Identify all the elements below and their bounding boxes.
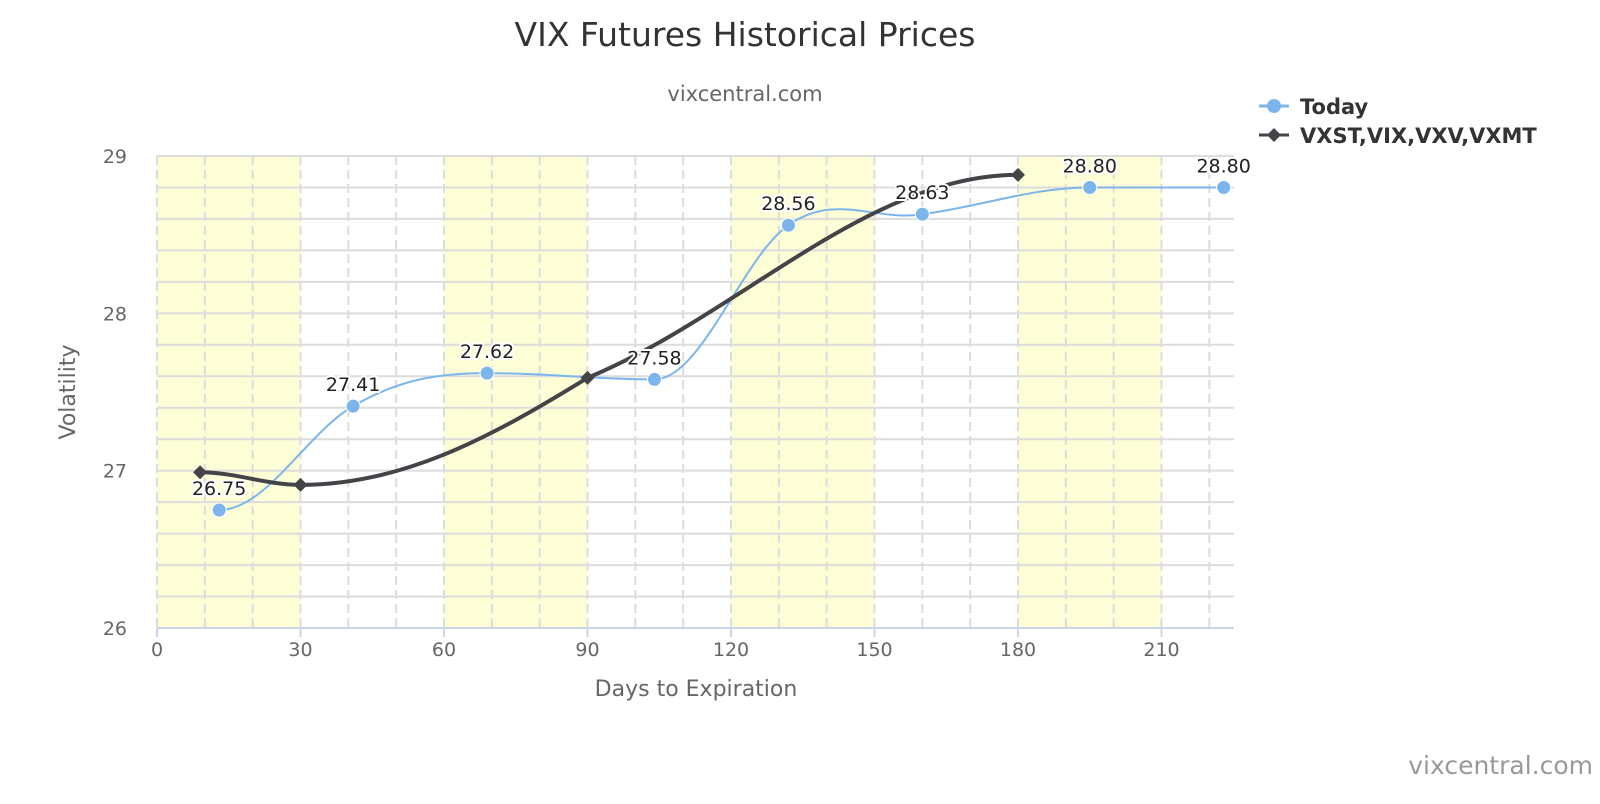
x-tick-label: 60 [432, 639, 456, 661]
data-point-diamond[interactable] [293, 477, 308, 492]
data-point-circle[interactable] [914, 206, 930, 222]
plot-bands [157, 156, 1162, 628]
x-axis-title: Days to Expiration [595, 677, 798, 702]
label-layer: 26.75 27.41 27.62 27.58 28.56 28.63 28.80 28.80 [190, 153, 1253, 502]
legend-label: Today [1300, 95, 1369, 119]
series-layer [193, 167, 1232, 518]
x-tick-label: 0 [151, 639, 163, 661]
data-label: 27.41 [326, 374, 380, 396]
plot-band-0 [157, 156, 301, 628]
y-tick-label: 26 [103, 618, 127, 640]
chart-title: VIX Futures Historical Prices [515, 15, 976, 54]
x-tick-label: 180 [1000, 639, 1036, 661]
y-tick-label: 29 [103, 146, 127, 168]
chart-subtitle: vixcentral.com [667, 82, 822, 106]
x-tick-label: 120 [713, 639, 749, 661]
x-tick-label: 30 [288, 639, 312, 661]
y-tick-label: 27 [103, 461, 127, 483]
data-label: 28.56 [761, 193, 815, 215]
legend-marker-circle [1267, 99, 1281, 113]
data-label: 26.75 [192, 478, 246, 500]
data-label: 27.62 [460, 341, 514, 363]
series-0 [211, 179, 1232, 518]
grid-layer [156, 155, 1234, 629]
data-label: 28.63 [895, 182, 949, 204]
y-axis-title: Volatility [56, 344, 81, 439]
plot-band-2 [731, 156, 875, 628]
data-point-circle[interactable] [479, 365, 495, 381]
credit-text[interactable]: vixcentral.com [1408, 751, 1593, 780]
legend-marker-diamond [1267, 128, 1281, 142]
legend-item-1[interactable]: VXST,VIX,VXV,VXMT [1259, 124, 1537, 148]
plot-band-3 [1018, 156, 1162, 628]
series-1 [193, 167, 1025, 492]
data-point-circle[interactable] [1082, 179, 1098, 195]
x-tick-label: 90 [575, 639, 599, 661]
data-label: 28.80 [1063, 155, 1117, 177]
data-label: 28.80 [1196, 155, 1250, 177]
legend-label: VXST,VIX,VXV,VXMT [1300, 124, 1537, 148]
data-point-circle[interactable] [780, 217, 796, 233]
x-tick-label: 210 [1143, 639, 1179, 661]
data-point-diamond[interactable] [580, 370, 595, 385]
axis-layer: 0 30 60 90 120 150 180 210 26 27 28 29 [103, 146, 1234, 661]
legend: Today VXST,VIX,VXV,VXMT [1259, 95, 1537, 148]
data-point-circle[interactable] [646, 371, 662, 387]
series-line-1 [200, 172, 1019, 487]
series-line-0 [219, 186, 1224, 511]
legend-item-0[interactable]: Today [1259, 95, 1369, 119]
data-point-circle[interactable] [211, 502, 227, 518]
data-point-diamond[interactable] [1011, 167, 1025, 182]
data-point-circle[interactable] [1216, 179, 1232, 195]
x-tick-label: 150 [856, 639, 892, 661]
data-label: 27.58 [627, 347, 681, 369]
data-point-diamond[interactable] [193, 465, 208, 480]
y-tick-label: 28 [103, 303, 127, 325]
data-point-circle[interactable] [345, 398, 361, 414]
